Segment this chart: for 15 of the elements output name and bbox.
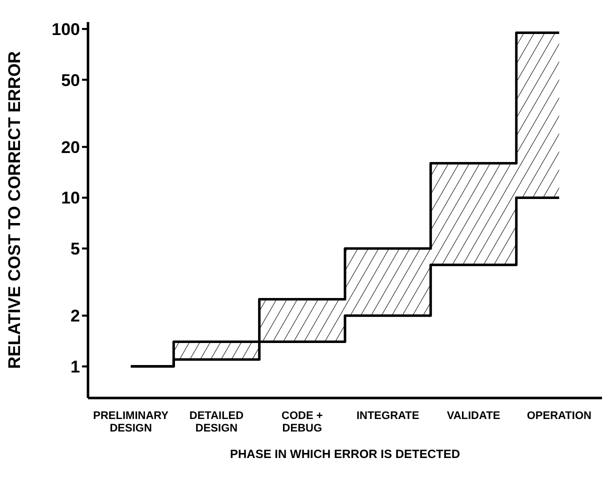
y-tick-label: 5 xyxy=(70,240,80,259)
y-tick-label: 20 xyxy=(61,138,80,157)
x-axis-title: PHASE IN WHICH ERROR IS DETECTED xyxy=(230,447,460,461)
x-tick-label: DETAILED DESIGN xyxy=(189,410,244,434)
y-axis-title: RELATIVE COST TO CORRECT ERROR xyxy=(5,51,24,369)
y-tick-label: 1 xyxy=(70,357,80,376)
y-tick-label: 2 xyxy=(70,306,80,326)
x-tick-label: INTEGRATE xyxy=(356,410,420,422)
x-tick-label: PRELIMINARY DESIGN xyxy=(93,410,170,434)
y-tick-label: 10 xyxy=(61,188,80,208)
x-tick-label: CODE + DEBUG xyxy=(282,410,323,434)
y-tick-label: 50 xyxy=(61,70,80,90)
x-tick-label: OPERATION xyxy=(526,410,592,422)
y-tick-label: 100 xyxy=(52,20,80,40)
x-tick-label: VALIDATE xyxy=(446,410,500,422)
